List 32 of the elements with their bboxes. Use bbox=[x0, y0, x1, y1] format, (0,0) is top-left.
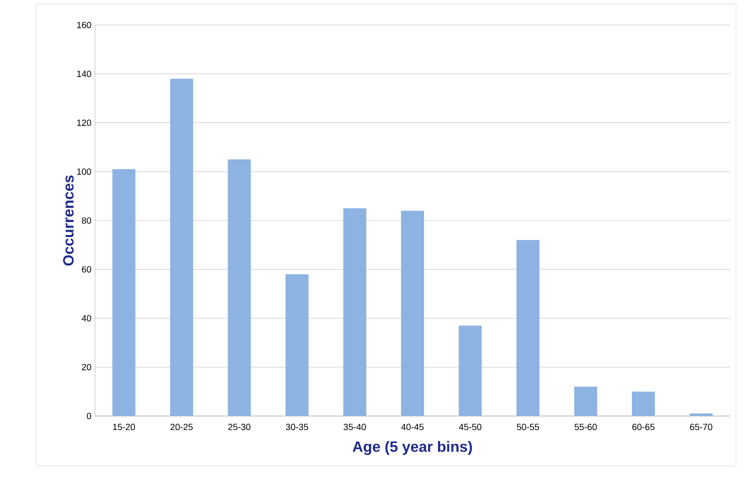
y-tick-label: 60 bbox=[82, 266, 92, 273]
x-tick-label: 30-35 bbox=[286, 424, 308, 430]
y-tick-label: 80 bbox=[82, 217, 92, 224]
bar bbox=[228, 159, 251, 416]
y-tick-label: 100 bbox=[77, 168, 92, 175]
x-tick-label: 55-60 bbox=[574, 424, 597, 430]
x-tick-label: 15-20 bbox=[113, 424, 135, 430]
x-tick-label: 40-45 bbox=[401, 424, 424, 430]
x-tick-label: 50-55 bbox=[516, 424, 540, 430]
x-tick-label: 25-30 bbox=[228, 424, 250, 430]
y-axis-title: Occurrences bbox=[63, 175, 74, 266]
bar bbox=[112, 169, 136, 416]
y-tick-label: 20 bbox=[82, 364, 92, 370]
x-tick-label: 65-70 bbox=[690, 424, 712, 430]
x-tick-label: 35-40 bbox=[344, 424, 366, 430]
x-tick-label: 60-65 bbox=[632, 424, 654, 430]
y-tick-label: 40 bbox=[82, 315, 92, 322]
x-axis-title: Age (5 year bins) bbox=[352, 440, 472, 455]
y-tick-label: 160 bbox=[77, 22, 92, 28]
bar bbox=[574, 386, 598, 416]
bar bbox=[458, 326, 482, 416]
y-tick-label: 140 bbox=[77, 70, 92, 78]
x-tick-label: 45-50 bbox=[458, 424, 482, 430]
bar bbox=[401, 210, 424, 416]
bar bbox=[343, 208, 366, 416]
y-tick-label: 120 bbox=[77, 120, 92, 126]
bar bbox=[286, 274, 309, 416]
x-tick-label: 20-25 bbox=[170, 424, 193, 430]
bar bbox=[516, 240, 540, 416]
bar bbox=[632, 392, 655, 416]
bar bbox=[170, 78, 194, 416]
y-tick-label: 0 bbox=[86, 412, 92, 420]
